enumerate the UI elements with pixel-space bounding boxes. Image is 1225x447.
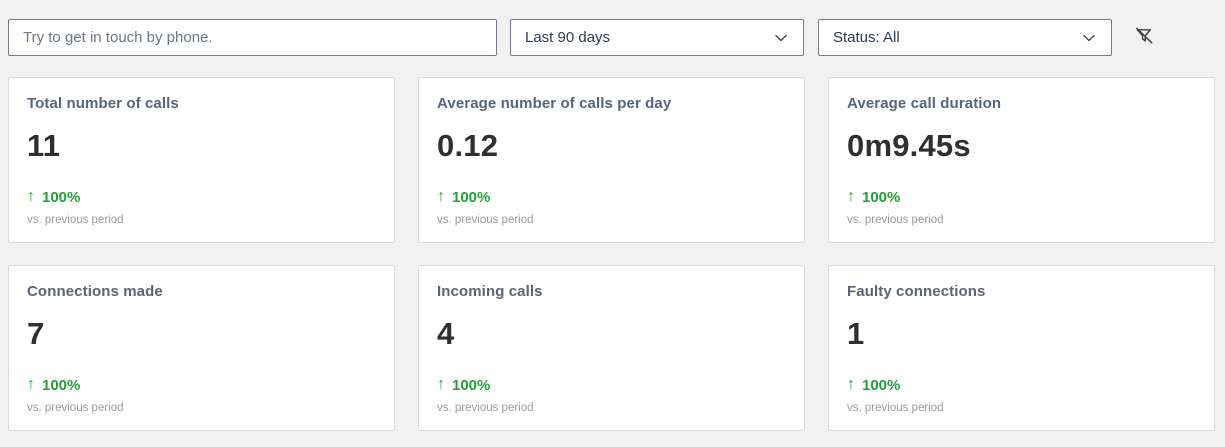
trend-value: 100% [42, 188, 81, 206]
period-select-value: Last 90 days [525, 29, 611, 46]
trend-value: 100% [862, 188, 901, 206]
kpi-cards-grid: Total number of calls 11 ↑ 100% vs. prev… [8, 77, 1215, 431]
trend-up-arrow-icon: ↑ [437, 188, 445, 205]
search-input[interactable] [8, 19, 497, 56]
trend-up-arrow-icon: ↑ [847, 188, 855, 205]
card-value: 4 [437, 316, 455, 351]
status-select[interactable]: Status: All [818, 19, 1112, 56]
card-value: 1 [847, 316, 865, 351]
clear-filters-button[interactable] [1129, 23, 1159, 53]
trend-up-arrow-icon: ↑ [437, 376, 445, 393]
trend-value: 100% [452, 376, 491, 394]
period-select[interactable]: Last 90 days [510, 19, 804, 56]
card-title: Average call duration [847, 95, 1002, 112]
card-caption: vs. previous period [27, 402, 124, 414]
trend-value: 100% [42, 376, 81, 394]
card-title: Incoming calls [437, 283, 543, 300]
card-title: Connections made [27, 283, 163, 300]
card-trend: ↑ 100% [847, 376, 900, 394]
card-total-calls: Total number of calls 11 ↑ 100% vs. prev… [8, 77, 395, 243]
card-value: 11 [27, 128, 61, 163]
card-title: Average number of calls per day [437, 95, 672, 112]
card-caption: vs. previous period [847, 402, 944, 414]
card-caption: vs. previous period [27, 214, 124, 226]
card-avg-call-duration: Average call duration 0m9.45s ↑ 100% vs.… [828, 77, 1215, 243]
card-value: 0.12 [437, 128, 499, 163]
card-caption: vs. previous period [437, 402, 534, 414]
card-faulty-connections: Faulty connections 1 ↑ 100% vs. previous… [828, 265, 1215, 431]
card-trend: ↑ 100% [27, 376, 80, 394]
card-title: Total number of calls [27, 95, 179, 112]
card-connections-made: Connections made 7 ↑ 100% vs. previous p… [8, 265, 395, 431]
card-value: 7 [27, 316, 45, 351]
card-caption: vs. previous period [437, 214, 534, 226]
status-select-value: Status: All [833, 29, 900, 46]
chevron-down-icon [773, 30, 789, 46]
filters-toolbar: Last 90 days Status: All [8, 19, 1217, 56]
card-trend: ↑ 100% [847, 188, 900, 206]
card-title: Faulty connections [847, 283, 986, 300]
card-incoming-calls: Incoming calls 4 ↑ 100% vs. previous per… [418, 265, 805, 431]
trend-up-arrow-icon: ↑ [27, 188, 35, 205]
trend-up-arrow-icon: ↑ [27, 376, 35, 393]
trend-value: 100% [452, 188, 491, 206]
card-trend: ↑ 100% [27, 188, 80, 206]
chevron-down-icon [1081, 30, 1097, 46]
card-caption: vs. previous period [847, 214, 944, 226]
card-avg-calls-per-day: Average number of calls per day 0.12 ↑ 1… [418, 77, 805, 243]
card-trend: ↑ 100% [437, 188, 490, 206]
trend-value: 100% [862, 376, 901, 394]
trend-up-arrow-icon: ↑ [847, 376, 855, 393]
card-value: 0m9.45s [847, 128, 971, 163]
card-trend: ↑ 100% [437, 376, 490, 394]
filter-off-icon [1133, 25, 1156, 51]
